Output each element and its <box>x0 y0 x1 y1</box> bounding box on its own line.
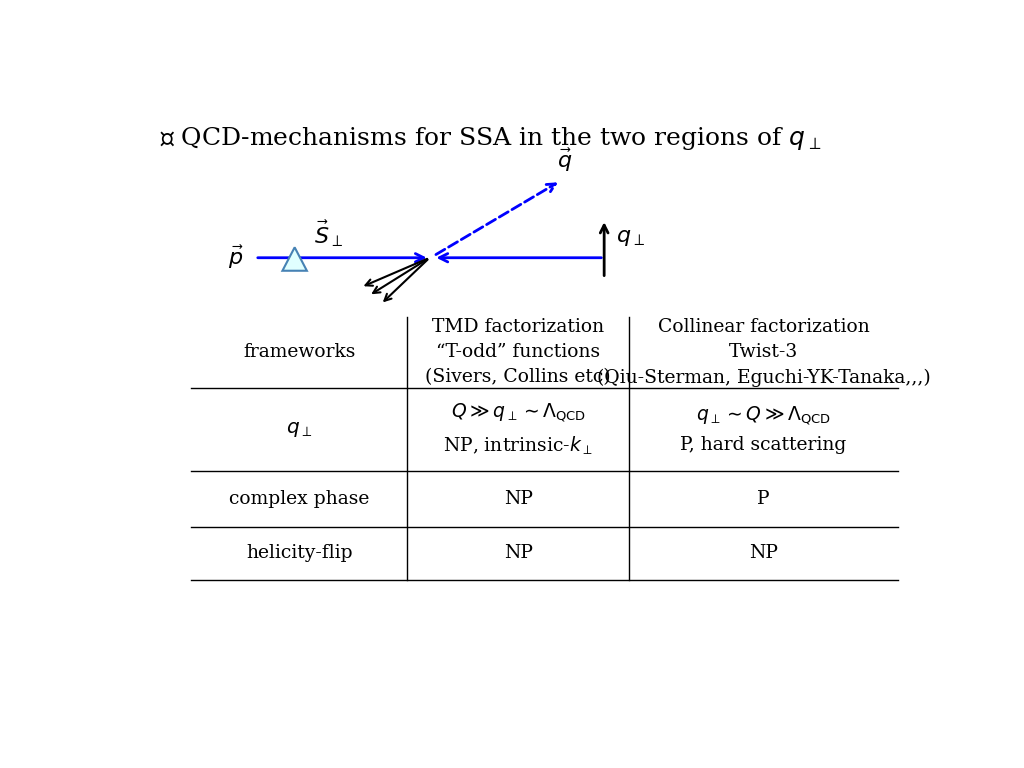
Text: NP: NP <box>504 545 532 562</box>
Text: $q_\perp \sim Q \gg \Lambda_{\mathrm{QCD}}$
P, hard scattering: $q_\perp \sim Q \gg \Lambda_{\mathrm{QCD… <box>681 405 847 454</box>
Text: NP: NP <box>750 545 778 562</box>
Text: NP: NP <box>504 490 532 508</box>
Text: $Q \gg q_\perp \sim \Lambda_{\mathrm{QCD}}$
NP, intrinsic-$k_\perp$: $Q \gg q_\perp \sim \Lambda_{\mathrm{QCD… <box>443 402 593 457</box>
Text: $q_\perp$: $q_\perp$ <box>286 420 312 439</box>
Text: $\vec{S}_\perp$: $\vec{S}_\perp$ <box>314 218 344 249</box>
Text: Collinear factorization
Twist-3
(Qiu-Sterman, Eguchi-YK-Tanaka,,,): Collinear factorization Twist-3 (Qiu-Ste… <box>597 318 931 386</box>
Text: $\vec{p}$: $\vec{p}$ <box>227 244 243 271</box>
Text: TMD factorization
“T-odd” functions
(Sivers, Collins etc): TMD factorization “T-odd” functions (Siv… <box>425 319 611 386</box>
Text: P: P <box>758 490 770 508</box>
Text: $q_\perp$: $q_\perp$ <box>616 226 645 248</box>
Text: complex phase: complex phase <box>229 490 370 508</box>
Text: helicity-flip: helicity-flip <box>246 545 352 562</box>
Text: frameworks: frameworks <box>243 343 355 362</box>
Polygon shape <box>283 247 307 271</box>
Text: ★ QCD-mechanisms for SSA in the two regions of $q_\perp$: ★ QCD-mechanisms for SSA in the two regi… <box>160 124 821 152</box>
Text: $\vec{q}$: $\vec{q}$ <box>557 147 572 174</box>
